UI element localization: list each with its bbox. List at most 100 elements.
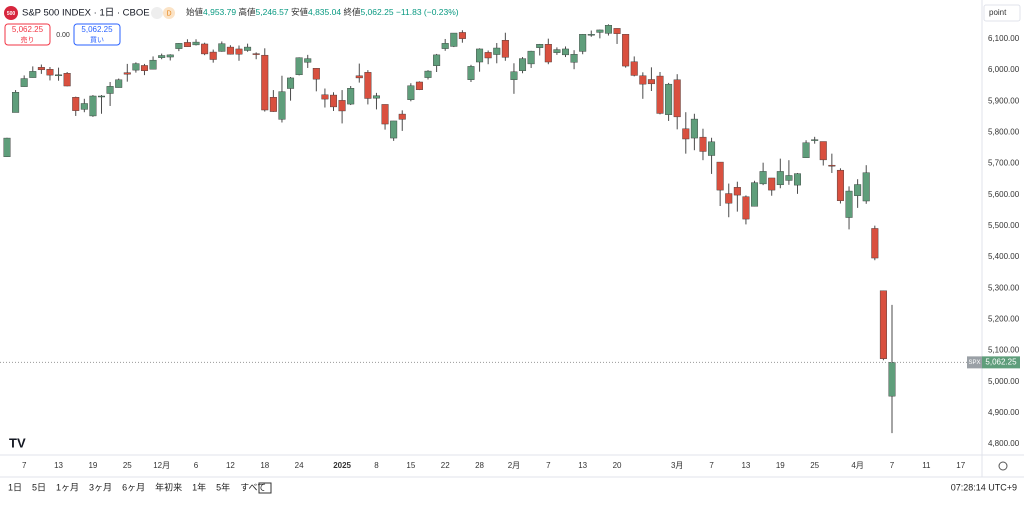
y-tick-label: 5,300.00: [988, 283, 1020, 292]
eye-icon[interactable]: [151, 7, 163, 19]
settings-icon[interactable]: [998, 461, 1008, 471]
y-tick-label: 5,700.00: [988, 159, 1020, 168]
x-tick-label: 2月: [508, 461, 520, 470]
label: 終値: [343, 7, 361, 17]
x-tick-label: 3月: [671, 461, 683, 470]
candle-body: [218, 43, 226, 52]
axis-unit: point: [989, 8, 1007, 17]
badge-text: D: [166, 10, 171, 17]
candle-body: [261, 54, 269, 111]
range-button[interactable]: 5日: [32, 482, 46, 492]
candle-body: [252, 53, 260, 55]
spread: 0.00: [56, 32, 70, 39]
badge: [163, 7, 175, 19]
candle-body: [458, 32, 466, 39]
y-tick-label: 5,100.00: [988, 346, 1020, 355]
range-button[interactable]: 3ヶ月: [89, 482, 112, 492]
buy-button[interactable]: [73, 23, 121, 46]
y-tick-label: 4,800.00: [988, 439, 1020, 448]
clock: 07:28:14 UTC+9: [951, 482, 1017, 492]
range-button[interactable]: 1年: [192, 481, 206, 492]
range-button[interactable]: 1日: [8, 482, 22, 492]
x-tick-label: 7: [890, 461, 895, 470]
candle-body: [55, 74, 63, 77]
candle-body: [673, 79, 681, 118]
last-price-text: 5,062.25: [985, 357, 1017, 366]
ohlc-legend: 始値4,953.79 高値5,246.57 安値4,835.04 終値5,062…: [186, 7, 459, 17]
candle-body: [46, 68, 54, 76]
candle-body: [20, 78, 28, 87]
label: 高値: [238, 7, 256, 17]
candle-body: [854, 184, 862, 196]
candle-body: [639, 75, 647, 85]
candle-body: [527, 50, 535, 65]
candle-body: [656, 75, 664, 114]
candle-body: [751, 182, 759, 207]
range-button[interactable]: 6ヶ月: [122, 482, 145, 492]
candle-body: [579, 34, 587, 52]
x-tick-label: 18: [260, 461, 269, 470]
symbol-title: S&P 500 INDEX · 1日 · CBOE: [22, 8, 150, 19]
tv-logo: TV: [9, 435, 26, 450]
range-button[interactable]: 年初来: [155, 481, 182, 492]
sell-label: 売り: [21, 35, 35, 44]
range-button[interactable]: 1ヶ月: [56, 482, 79, 492]
y-tick-label: 5,800.00: [988, 128, 1020, 137]
x-tick-label: 7: [22, 461, 27, 470]
candle-body: [209, 51, 217, 60]
candle-body: [312, 68, 320, 80]
candle-body: [484, 52, 492, 59]
candle-body: [536, 44, 544, 48]
range-button[interactable]: 5年: [216, 481, 230, 492]
label: 安値: [291, 7, 309, 17]
x-tick-label: 11: [922, 461, 931, 470]
y-tick-label: 5,000.00: [988, 377, 1020, 386]
candle-body: [424, 70, 432, 78]
candle-body: [699, 136, 707, 152]
value: 4,953.79: [203, 7, 236, 17]
candle-body: [493, 47, 501, 55]
candle-body: [768, 177, 776, 191]
calendar-icon[interactable]: [258, 482, 272, 494]
candle-body: [89, 95, 97, 117]
x-tick-label: 28: [475, 461, 484, 470]
y-tick-label: 6,000.00: [988, 65, 1020, 74]
candle-body: [759, 171, 767, 185]
candle-body: [802, 142, 810, 158]
x-tick-label: 2025: [333, 461, 351, 470]
range-button[interactable]: すべて: [240, 482, 266, 492]
candle-body: [390, 120, 398, 139]
candle-body: [415, 81, 423, 90]
candle-body: [244, 46, 252, 51]
candle-body: [682, 128, 690, 140]
x-tick-label: 25: [123, 461, 132, 470]
value: 4,835.04: [308, 7, 341, 17]
candle-body: [201, 43, 209, 55]
unit-button[interactable]: [983, 4, 1021, 22]
candle-body: [871, 228, 879, 259]
candle-body: [381, 104, 389, 125]
candle-body: [287, 77, 295, 89]
candle-body: [888, 362, 896, 397]
candle-body: [690, 118, 698, 139]
x-tick-label: 19: [776, 461, 785, 470]
candle-body: [295, 57, 303, 76]
candle-body: [37, 67, 45, 71]
candle-body: [3, 137, 11, 157]
x-tick-label: 25: [810, 461, 819, 470]
x-tick-label: 13: [741, 461, 750, 470]
candle-body: [98, 95, 106, 98]
value: 5,062.25: [360, 7, 393, 17]
candle-body: [647, 79, 655, 85]
y-tick-label: 5,200.00: [988, 315, 1020, 324]
candle-body: [183, 42, 191, 47]
candle-body: [845, 190, 853, 218]
x-tick-label: 24: [295, 461, 304, 470]
candle-body: [106, 86, 114, 94]
sell-button[interactable]: [4, 23, 51, 46]
candle-body: [235, 48, 243, 55]
candle-body: [80, 103, 88, 110]
x-tick-label: 8: [374, 461, 379, 470]
candle-body: [441, 43, 449, 49]
y-tick-label: 5,900.00: [988, 96, 1020, 105]
